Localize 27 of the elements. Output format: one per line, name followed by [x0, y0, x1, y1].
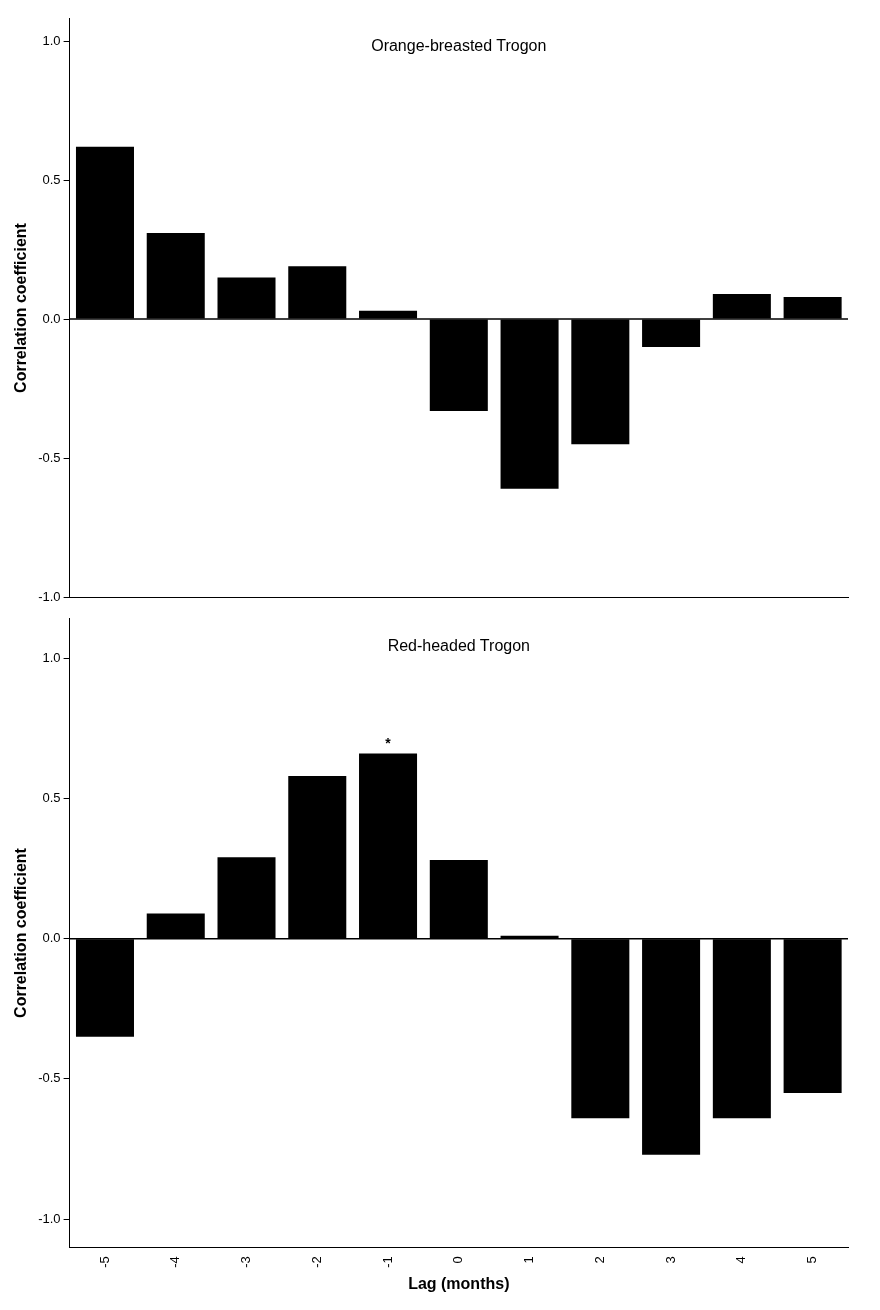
y-tick-label: -0.5 [38, 449, 61, 465]
y-axis-title: Correlation coefficient [12, 222, 30, 393]
x-tick-label: -2 [308, 1256, 324, 1268]
y-tick-label: -1.0 [38, 588, 61, 604]
text: Red-headed Trogon [387, 637, 530, 655]
x-tick-label: 1 [521, 1256, 537, 1264]
y-tick-label: -0.5 [38, 1070, 61, 1086]
y-tick-label: 0.5 [42, 171, 61, 187]
text: Orange-breasted Trogon [371, 37, 547, 55]
x-tick-label: -5 [96, 1256, 112, 1268]
y-tick-label: 1.0 [42, 32, 61, 48]
annotation: * [385, 735, 392, 752]
x-tick-label: 3 [662, 1256, 678, 1264]
x-tick-label: 2 [591, 1256, 607, 1264]
x-tick-label: 5 [804, 1256, 820, 1264]
y-tick-label: 0.0 [42, 310, 61, 326]
y-tick-label: 0.0 [42, 930, 61, 946]
x-tick-label: -4 [167, 1256, 183, 1268]
x-tick-label: 4 [733, 1256, 749, 1264]
x-tick-label: 0 [450, 1256, 466, 1264]
y-tick-label: 0.5 [42, 789, 61, 805]
y-axis-title: Correlation coefficient [12, 847, 30, 1018]
x-tick-label: -3 [238, 1256, 254, 1268]
x-axis-title: Lag (months) [408, 1274, 510, 1292]
x-tick-label: -1 [379, 1256, 395, 1268]
y-tick-label: 1.0 [42, 649, 61, 665]
y-tick-label: -1.0 [38, 1210, 61, 1226]
